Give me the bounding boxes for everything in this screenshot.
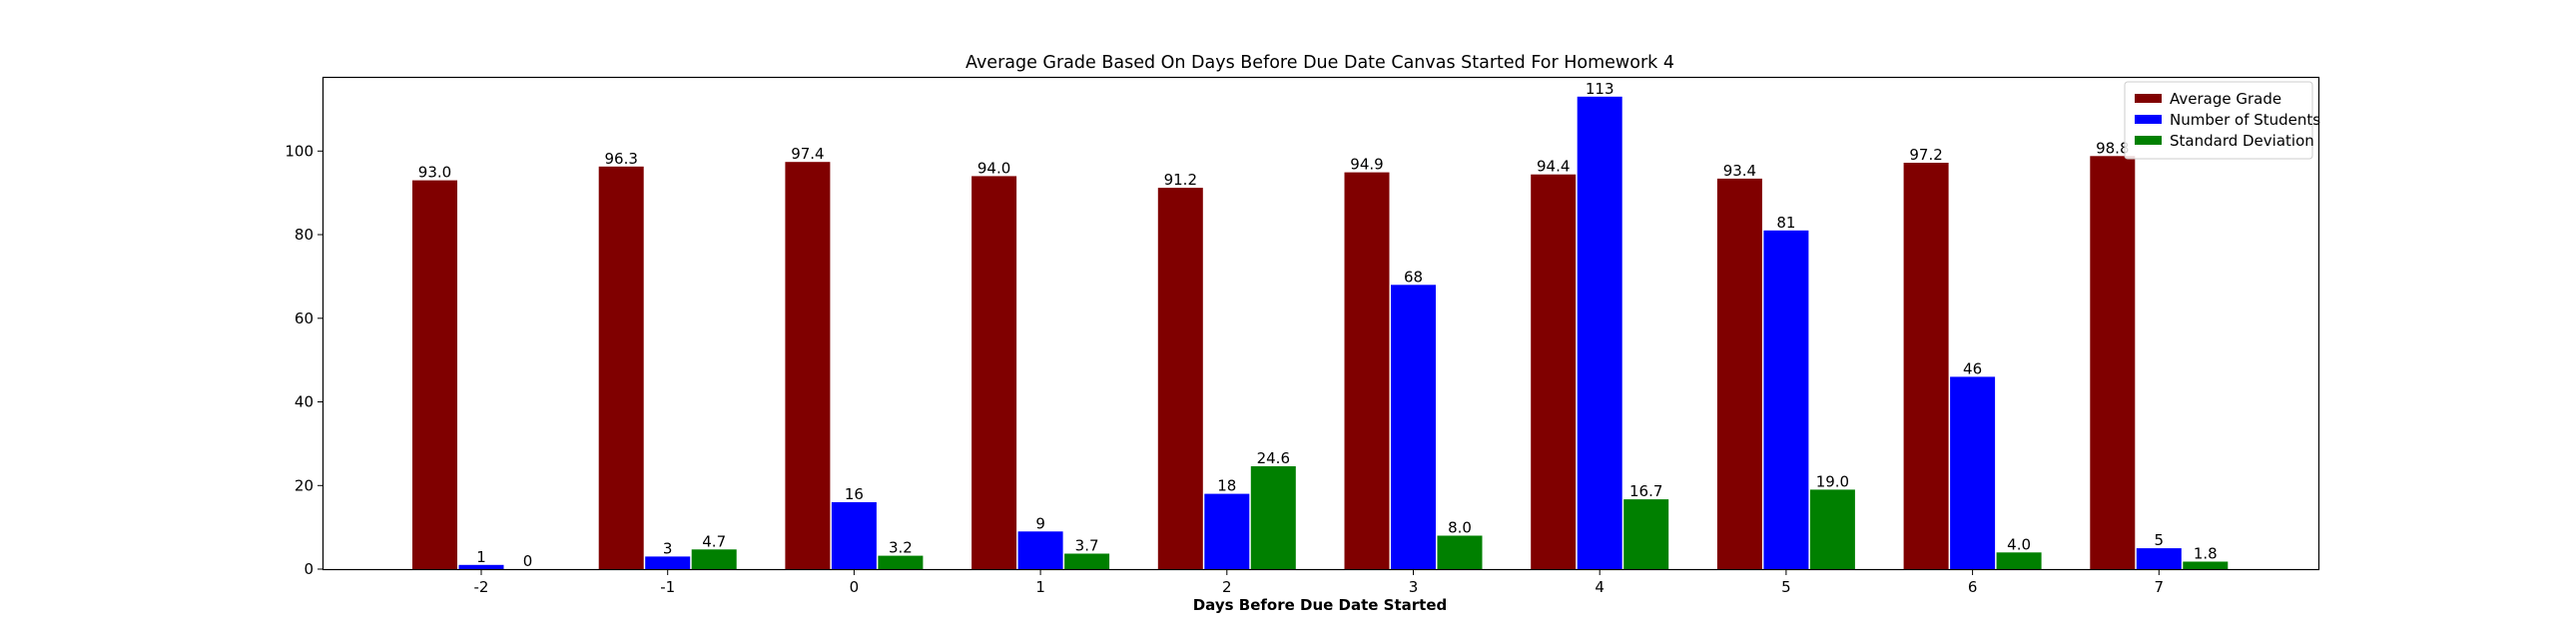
data-label-average-grade-7: 98.8 xyxy=(2096,139,2129,157)
chart-title: Average Grade Based On Days Before Due D… xyxy=(966,53,1674,73)
axes-layer: -2 -1 0 1 2 3 4 5 6 7 0 20 40 60 80 100 xyxy=(285,142,2164,596)
bar-average-grade-2 xyxy=(1157,188,1203,569)
y-tick-label-0: 0 xyxy=(304,560,314,578)
bar-number-of-students-4 xyxy=(1577,96,1622,570)
bar-standard-deviation-1 xyxy=(1064,553,1110,569)
legend-label-number-of-students: Number of Students xyxy=(2170,111,2320,129)
data-label-average-grade-6: 97.2 xyxy=(1909,146,1942,164)
data-label-number-of-students-0: 16 xyxy=(845,485,864,503)
x-tick-label-6: 6 xyxy=(1968,578,1978,596)
y-tick-label-20: 20 xyxy=(295,476,314,494)
data-label-average-grade-5: 93.4 xyxy=(1723,162,1756,180)
bar-average-grade-3 xyxy=(1344,172,1390,569)
data-label-number-of-students--2: 1 xyxy=(476,548,486,566)
data-label-standard-deviation-5: 19.0 xyxy=(1816,472,1849,490)
data-label-average-grade-4: 94.4 xyxy=(1537,158,1570,176)
bar-average-grade--1 xyxy=(598,166,644,570)
y-tick-label-40: 40 xyxy=(295,393,314,411)
data-label-average-grade--2: 93.0 xyxy=(418,164,451,182)
x-tick-label-0: 0 xyxy=(850,578,860,596)
bar-standard-deviation-0 xyxy=(878,555,924,569)
data-labels-layer: 93.0 1 0 96.3 3 4.7 97.4 16 3.2 94.0 9 3.7 91.2 18 24.… xyxy=(418,80,2218,570)
legend-frame xyxy=(2124,81,2313,160)
bar-average-grade-0 xyxy=(785,162,831,569)
data-label-standard-deviation-3: 8.0 xyxy=(1448,519,1472,537)
x-axis-label: Days Before Due Date Started xyxy=(1193,596,1448,614)
x-tick-label-3: 3 xyxy=(1409,578,1419,596)
data-label-average-grade-1: 94.0 xyxy=(977,159,1010,177)
bars-layer xyxy=(412,96,2229,570)
data-label-number-of-students-2: 18 xyxy=(1217,477,1236,495)
bar-number-of-students--1 xyxy=(645,556,691,569)
y-tick-label-80: 80 xyxy=(295,226,314,244)
data-label-standard-deviation-0: 3.2 xyxy=(889,539,913,557)
bar-average-grade-1 xyxy=(971,176,1017,569)
bar-number-of-students-7 xyxy=(2136,548,2182,569)
bar-number-of-students-0 xyxy=(831,502,877,569)
data-label-standard-deviation-1: 3.7 xyxy=(1075,537,1099,555)
data-label-average-grade-3: 94.9 xyxy=(1350,156,1383,174)
legend-label-average-grade: Average Grade xyxy=(2170,90,2281,108)
x-tick-label-2: 2 xyxy=(1222,578,1232,596)
data-label-number-of-students-3: 68 xyxy=(1404,268,1423,286)
bar-average-grade-7 xyxy=(2090,156,2136,570)
x-tick-label--1: -1 xyxy=(660,578,675,596)
bar-standard-deviation-3 xyxy=(1437,535,1483,569)
data-label-standard-deviation--1: 4.7 xyxy=(702,532,726,550)
bar-number-of-students-6 xyxy=(1950,376,1996,569)
legend-swatch-standard-deviation xyxy=(2135,136,2162,145)
data-label-number-of-students-1: 9 xyxy=(1035,514,1045,532)
y-tick-label-60: 60 xyxy=(295,310,314,327)
x-tick-label--2: -2 xyxy=(474,578,489,596)
plot-frame xyxy=(322,76,2320,571)
legend: Average Grade Number of Students Standard … xyxy=(2124,81,2320,160)
bar-standard-deviation-2 xyxy=(1250,466,1296,569)
bar-average-grade-6 xyxy=(1903,163,1949,569)
bar-average-grade--2 xyxy=(412,180,457,569)
bar-number-of-students-5 xyxy=(1763,230,1809,570)
legend-label-standard-deviation: Standard Deviation xyxy=(2170,132,2314,150)
bar-number-of-students-3 xyxy=(1391,285,1436,569)
bar-average-grade-4 xyxy=(1531,174,1577,569)
x-tick-label-4: 4 xyxy=(1595,578,1605,596)
bar-number-of-students-2 xyxy=(1204,493,1250,569)
data-label-number-of-students-5: 81 xyxy=(1776,214,1795,232)
data-label-number-of-students-7: 5 xyxy=(2155,531,2165,549)
bar-standard-deviation-7 xyxy=(2183,561,2229,569)
bar-standard-deviation--1 xyxy=(691,549,737,569)
bar-standard-deviation-6 xyxy=(1996,552,2042,569)
data-label-number-of-students-6: 46 xyxy=(1963,359,1982,377)
data-label-average-grade-2: 91.2 xyxy=(1164,171,1197,189)
data-label-standard-deviation-7: 1.8 xyxy=(2194,545,2218,563)
bar-average-grade-5 xyxy=(1716,178,1762,569)
bar-standard-deviation-5 xyxy=(1809,489,1855,569)
bar-standard-deviation-4 xyxy=(1623,499,1669,569)
data-label-number-of-students-4: 113 xyxy=(1586,80,1614,98)
data-label-standard-deviation-2: 24.6 xyxy=(1257,449,1290,467)
y-tick-label-100: 100 xyxy=(285,142,314,160)
x-tick-label-5: 5 xyxy=(1781,578,1791,596)
legend-swatch-number-of-students xyxy=(2135,115,2162,124)
bar-number-of-students--2 xyxy=(458,564,504,569)
x-tick-label-1: 1 xyxy=(1035,578,1045,596)
legend-swatch-average-grade xyxy=(2135,94,2162,103)
data-label-average-grade-0: 97.4 xyxy=(791,145,824,163)
data-label-average-grade--1: 96.3 xyxy=(604,150,637,168)
x-tick-label-7: 7 xyxy=(2155,578,2165,596)
data-label-number-of-students--1: 3 xyxy=(663,539,673,557)
data-label-standard-deviation-6: 4.0 xyxy=(2007,535,2031,553)
bar-number-of-students-1 xyxy=(1017,531,1063,569)
data-label-standard-deviation--2: 0 xyxy=(523,552,533,570)
data-label-standard-deviation-4: 16.7 xyxy=(1629,482,1662,500)
